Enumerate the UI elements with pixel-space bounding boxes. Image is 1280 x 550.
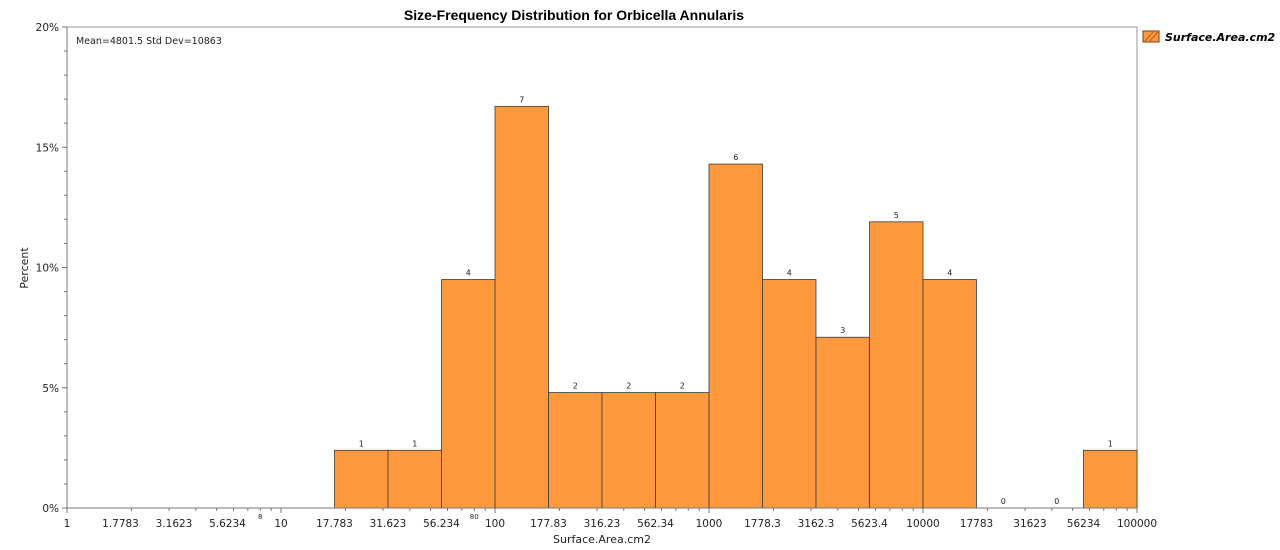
histogram-bar (494, 105, 549, 509)
histogram-bar (1083, 449, 1138, 509)
y-axis-label: Percent (18, 247, 31, 289)
histogram-bar (601, 392, 656, 509)
x-tick-label: 316.23 (584, 518, 621, 530)
bar-count-label: 4 (947, 269, 952, 278)
x-tick-label: 31623 (1013, 518, 1046, 530)
x-tick-label: 177.83 (530, 518, 567, 530)
x-minor-tick-label: 80 (470, 513, 479, 521)
y-tick-label: 5% (42, 383, 59, 395)
histogram-bar (815, 336, 870, 509)
bars-layer (334, 105, 1138, 509)
y-tick-label: 0% (42, 503, 59, 515)
legend-swatch-hatch (1144, 31, 1154, 42)
x-tick-label: 10000 (906, 518, 939, 530)
bar-count-label: 3 (840, 326, 845, 335)
histogram-bar (762, 279, 817, 509)
x-tick-label: 562.34 (637, 518, 674, 530)
y-tick-label: 15% (36, 142, 59, 154)
x-tick-label: 5623.4 (851, 518, 888, 530)
x-tick-label: 3162.3 (798, 518, 835, 530)
histogram-bar (387, 449, 442, 509)
bar-count-label: 2 (573, 382, 578, 391)
y-tick-label: 20% (36, 22, 59, 34)
legend-swatch-hatch (1149, 31, 1159, 42)
bar-count-label: 2 (680, 382, 685, 391)
histogram-bar (441, 279, 496, 509)
x-tick-label: 100 (485, 518, 505, 530)
x-tick-label: 10 (274, 518, 287, 530)
histogram-bar (334, 449, 389, 509)
bar-count-label: 5 (894, 211, 899, 220)
x-tick-label: 1.7783 (102, 518, 139, 530)
x-tick-label: 5.6234 (209, 518, 246, 530)
legend: Surface.Area.cm2 (1142, 30, 1276, 44)
x-tick-label: 3.1623 (156, 518, 193, 530)
x-tick-label: 1778.3 (744, 518, 781, 530)
x-tick-label: 56234 (1067, 518, 1101, 530)
count-labels-layer: 1 1 4 7 2 2 2 6 4 3 5 4 0 0 1 (359, 95, 1113, 506)
bar-count-label: 4 (466, 269, 471, 278)
bar-count-label: 2 (626, 382, 631, 391)
bar-count-label: 4 (787, 269, 792, 278)
x-tick-label: 1000 (696, 518, 723, 530)
x-tick-label: 17.783 (316, 518, 353, 530)
x-minor-tick-label: 8 (258, 513, 262, 521)
x-tick-label: 31.623 (370, 518, 407, 530)
y-axis: 0% 5% 10% 15% 20% (36, 22, 68, 515)
histogram-bar (655, 392, 710, 509)
bar-count-label: 0 (1001, 497, 1006, 506)
y-tick-label: 10% (36, 263, 59, 275)
chart-title: Size-Frequency Distribution for Orbicell… (404, 7, 744, 23)
histogram-bar (708, 163, 763, 509)
x-tick-label: 17783 (960, 518, 993, 530)
legend-entry-label: Surface.Area.cm2 (1165, 31, 1276, 44)
bar-count-label: 1 (412, 439, 417, 448)
bar-count-label: 1 (1108, 439, 1113, 448)
x-axis: 1 1.7783 3.1623 5.6234 10 17.783 31.623 56.234 1… (64, 507, 1157, 530)
x-axis-label: Surface.Area.cm2 (553, 533, 651, 546)
bar-count-label: 6 (733, 153, 738, 162)
legend-swatch (1142, 30, 1160, 43)
x-tick-label: 1 (64, 518, 71, 530)
bar-count-label: 7 (519, 95, 524, 104)
histogram-bar (548, 392, 603, 509)
x-tick-label: 100000 (1117, 518, 1157, 530)
bar-count-label: 0 (1054, 497, 1059, 506)
x-tick-label: 56.234 (423, 518, 460, 530)
histogram-bar (869, 221, 924, 509)
bar-count-label: 1 (359, 439, 364, 448)
histogram-bar (922, 279, 977, 509)
stats-annotation: Mean=4801.5 Std Dev=10863 (76, 36, 222, 47)
